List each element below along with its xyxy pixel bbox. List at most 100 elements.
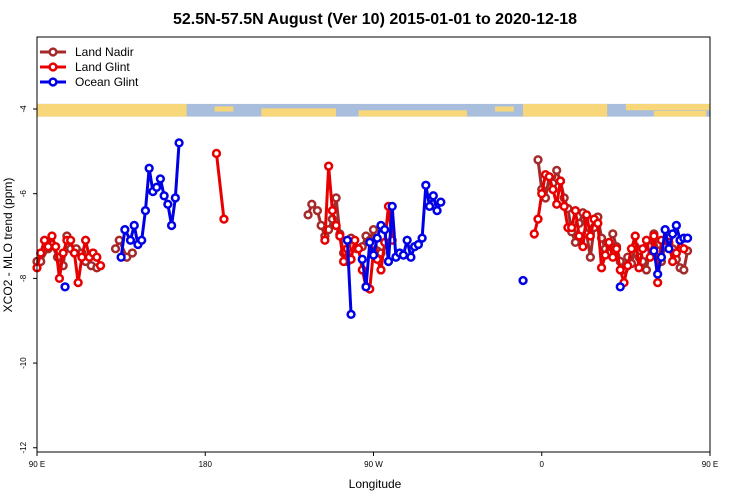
ocean-glint-point — [137, 235, 147, 245]
land-nadir-point — [303, 210, 313, 220]
land-nadir-point — [585, 252, 596, 262]
ocean-glint-point — [615, 282, 625, 292]
land-glint-point — [529, 229, 539, 239]
land-nadir-point — [127, 248, 137, 258]
ocean-glint-point — [518, 275, 528, 286]
x-tick-label: 90 E — [702, 460, 718, 469]
map-land — [523, 103, 608, 117]
ocean-glint-point — [656, 252, 667, 262]
map-land — [37, 103, 187, 117]
ocean-glint-point — [346, 309, 356, 320]
land-nadir-point — [331, 193, 341, 203]
land-glint-point — [47, 231, 57, 241]
ocean-glint-point — [120, 225, 130, 235]
land-glint-point — [630, 231, 640, 241]
land-glint-point — [219, 214, 229, 224]
y-tick-label: -6 — [19, 190, 28, 198]
land-glint-point — [80, 235, 91, 245]
ocean-glint-point — [436, 197, 446, 207]
ocean-glint-point — [649, 246, 659, 256]
chart-title: 52.5N-57.5N August (Ver 10) 2015-01-01 t… — [173, 11, 577, 28]
land-glint-point — [211, 148, 222, 159]
ocean-glint-point — [380, 225, 390, 235]
ocean-glint-point — [421, 180, 431, 190]
land-glint-point — [626, 244, 637, 254]
land-glint-point — [574, 231, 584, 241]
land-glint-point — [39, 235, 50, 245]
land-glint-point — [555, 176, 566, 186]
ocean-glint-point — [417, 233, 427, 243]
land-nadir-point — [110, 244, 121, 254]
ocean-glint-point — [428, 191, 438, 201]
map-land — [625, 103, 710, 111]
land-glint-point — [376, 265, 386, 275]
land-glint-point — [58, 248, 68, 258]
land-glint-point — [350, 235, 360, 245]
land-glint-line — [214, 153, 226, 220]
ocean-glint-point — [129, 220, 139, 231]
land-glint-point — [43, 241, 53, 252]
land-glint-point — [570, 205, 581, 216]
ocean-glint-point — [151, 182, 162, 192]
land-glint-point — [66, 235, 76, 245]
land-glint-point — [54, 273, 65, 284]
land-glint-point — [653, 277, 663, 288]
ocean-glint-point — [125, 235, 136, 245]
y-tick-label: -8 — [19, 274, 28, 282]
land-glint-point — [679, 244, 689, 254]
land-glint-point — [671, 248, 681, 258]
ocean-glint-point — [372, 233, 382, 243]
land-glint-point — [578, 241, 588, 252]
land-glint-point — [604, 237, 614, 248]
ocean-glint-point — [365, 237, 375, 248]
land-glint-point — [623, 261, 633, 271]
land-glint-point — [667, 256, 678, 267]
ocean-glint-point — [144, 163, 154, 173]
ocean-glint-point — [387, 201, 397, 212]
land-glint-point — [36, 248, 46, 258]
land-nadir-point — [552, 165, 562, 176]
land-nadir-point — [641, 265, 652, 275]
legend-marker-ocean-glint — [48, 77, 58, 87]
ocean-glint-point — [342, 235, 352, 245]
land-glint-point — [338, 256, 349, 267]
ocean-glint-point — [166, 220, 177, 231]
land-glint-point — [320, 235, 330, 245]
ocean-glint-point — [664, 244, 674, 254]
ocean-glint-line — [119, 142, 181, 258]
x-axis-label: Longitude — [349, 477, 402, 491]
ocean-glint-point — [361, 282, 371, 292]
land-glint-point — [596, 263, 607, 273]
land-glint-point — [585, 231, 596, 241]
ocean-glint-point — [671, 220, 681, 231]
y-tick-label: -4 — [19, 105, 28, 113]
legend-label-land-nadir: Land Nadir — [75, 45, 134, 59]
ocean-glint-point — [682, 233, 693, 243]
land-glint-point — [92, 252, 102, 262]
land-nadir-point — [368, 225, 379, 235]
ocean-glint-point — [163, 199, 173, 209]
land-glint-point — [593, 218, 603, 228]
land-glint-point — [559, 201, 569, 212]
land-glint-point — [73, 277, 83, 288]
land-glint-point — [533, 214, 543, 224]
land-glint-point — [641, 235, 652, 245]
y-tick-label: -12 — [19, 441, 28, 453]
land-glint-point — [331, 220, 341, 231]
land-glint-point — [600, 250, 610, 260]
land-glint-point — [649, 231, 659, 241]
land-glint-point — [353, 244, 364, 254]
land-glint-point — [548, 184, 558, 195]
land-glint-point — [552, 199, 562, 209]
ocean-glint-point — [402, 235, 412, 245]
ocean-glint-point — [653, 269, 663, 279]
x-tick-label: 90 E — [29, 460, 45, 469]
map-land — [358, 110, 467, 117]
land-glint-point — [537, 189, 547, 199]
x-axis-ticks: 90 E 180 90 W 0 90 E — [29, 452, 718, 469]
x-tick-label: 90 W — [364, 460, 383, 469]
land-glint-point — [611, 244, 622, 254]
ocean-glint-point — [116, 252, 126, 262]
